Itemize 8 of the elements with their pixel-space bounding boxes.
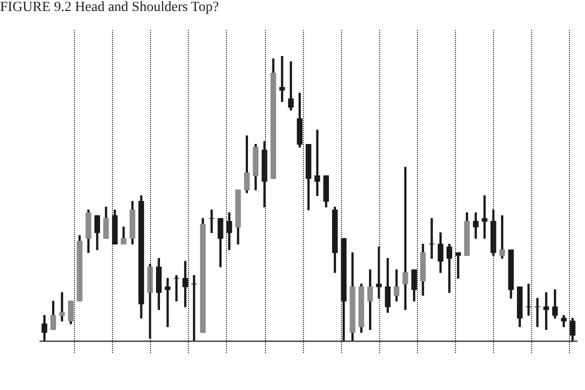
candlestick <box>499 215 505 259</box>
candlestick <box>543 292 550 330</box>
chart-title: FIGURE 9.2 Head and Shoulders Top? <box>0 0 219 16</box>
candlestick <box>164 278 170 328</box>
candlestick <box>402 166 408 310</box>
candlestick <box>208 210 214 234</box>
candlestick <box>455 252 461 279</box>
candlestick <box>314 130 320 196</box>
